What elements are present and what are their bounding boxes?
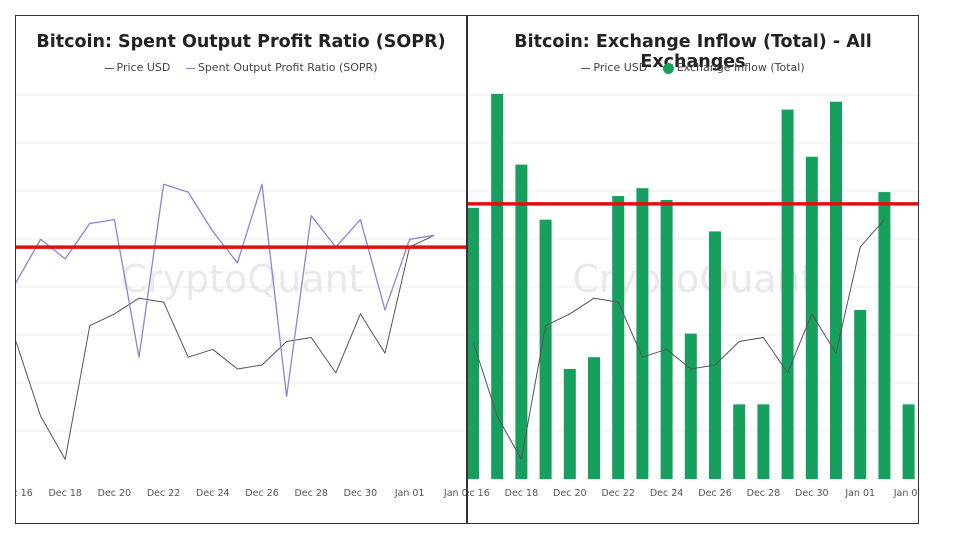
inflow-bar: [612, 196, 625, 480]
legend-dot-icon: [662, 62, 674, 74]
x-tick-label: Dec 26: [698, 488, 732, 499]
inflow-bar: [805, 156, 818, 480]
inflow-bar: [781, 109, 794, 479]
legend-label: Spent Output Profit Ratio (SOPR): [197, 61, 378, 74]
x-tick-label: Dec 16: [468, 488, 490, 499]
x-tick-label: Dec 24: [196, 488, 230, 499]
x-tick-label: Dec 22: [147, 488, 181, 499]
sopr-plot: CryptoQuant Dec 16 Dec 18 Dec 20 Dec 22 Dec 2…: [16, 94, 467, 499]
inflow-bar: [539, 219, 552, 479]
x-tick-label: Dec 26: [245, 488, 279, 499]
legend-label: Price USD: [593, 61, 648, 74]
x-tick-label: Dec 30: [344, 488, 378, 499]
x-tick-label: Dec 22: [601, 488, 635, 499]
exchange-inflow-plot: CryptoQuant Dec 16 Dec 18 Dec 20 Dec 22 Dec 2…: [468, 93, 919, 499]
inflow-bar: [878, 192, 891, 480]
exchange-inflow-chart-panel: Bitcoin: Exchange Inflow (Total) - All E…: [467, 15, 919, 524]
legend-line-icon: [185, 67, 195, 69]
x-tick-label: Dec 20: [553, 488, 587, 499]
legend-item-sopr[interactable]: Spent Output Profit Ratio (SOPR): [185, 61, 378, 74]
x-tick-label: Jan 01: [844, 488, 875, 499]
x-tick-label: Jan 03: [893, 488, 919, 499]
x-tick-label: Dec 24: [650, 488, 684, 499]
sopr-chart-panel: Bitcoin: Spent Output Profit Ratio (SOPR…: [15, 15, 467, 524]
watermark: CryptoQuant: [572, 257, 815, 301]
legend-item-price[interactable]: Price USD: [104, 61, 171, 74]
price-usd-line: [472, 219, 885, 460]
inflow-bar: [684, 333, 697, 479]
legend-item-price[interactable]: Price USD: [581, 61, 647, 74]
inflow-bar: [491, 93, 504, 480]
legend-label: Exchange Inflow (Total): [676, 61, 805, 74]
x-tick-label: Dec 28: [294, 488, 328, 499]
inflow-bar: [757, 404, 770, 479]
legend-item-inflow[interactable]: Exchange Inflow (Total): [662, 61, 805, 74]
inflow-bar: [588, 357, 600, 479]
x-tick-label: Dec 20: [98, 488, 132, 499]
x-tick-label: Dec 30: [795, 488, 829, 499]
x-tick-label: Dec 18: [505, 488, 539, 499]
legend-label: Price USD: [116, 61, 171, 74]
x-tick-label: Dec 28: [747, 488, 781, 499]
inflow-bar: [830, 101, 842, 479]
x-tick-label: Dec 18: [48, 488, 82, 499]
inflow-bar: [709, 231, 721, 479]
price-usd-line: [16, 234, 435, 460]
legend: Price USD Spent Output Profit Ratio (SOP…: [16, 61, 466, 74]
inflow-bar: [902, 404, 915, 479]
legend-line-icon: [104, 67, 114, 69]
x-tick-label: Dec 16: [16, 488, 33, 499]
inflow-bar: [733, 404, 746, 479]
x-tick-label: Jan 01: [394, 488, 425, 499]
legend: Price USD Exchange Inflow (Total): [468, 61, 918, 74]
legend-line-icon: [581, 67, 591, 69]
inflow-bar: [515, 164, 528, 479]
inflow-bar: [636, 188, 649, 479]
chart-title: Bitcoin: Spent Output Profit Ratio (SOPR…: [36, 32, 446, 52]
watermark: CryptoQuant: [120, 257, 363, 301]
x-tick-label: Jan 03: [443, 488, 467, 499]
inflow-bar: [854, 310, 867, 479]
inflow-bar: [660, 199, 673, 479]
inflow-bar: [563, 368, 576, 479]
